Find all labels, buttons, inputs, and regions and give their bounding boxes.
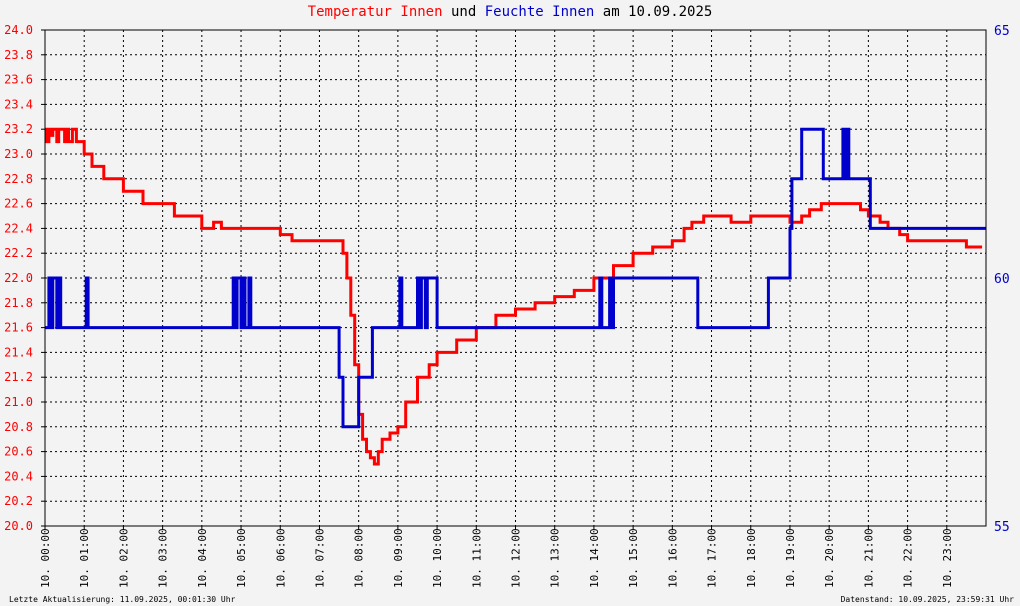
y-axis-left: 20.0 20.2 20.4 20.6 20.8 21.0 21.2 21.4 21.6 21.8… (4, 23, 45, 533)
x-tick-label: 10. 16:00 (666, 528, 679, 588)
y-left-tick-label: 21.8 (4, 296, 33, 310)
x-tick-label: 10. 19:00 (784, 528, 797, 588)
y-left-tick-label: 22.4 (4, 221, 33, 235)
x-tick-label: 10. 04:00 (196, 528, 209, 588)
y-left-tick-label: 22.6 (4, 197, 33, 211)
x-tick-label: 10. 14:00 (588, 528, 601, 588)
chart-title: Temperatur Innen und Feuchte Innen am 10… (0, 4, 1020, 20)
x-axis: 10. 00:00 10. 01:00 10. 02:00 10. 03:00 10. … (39, 526, 954, 588)
humidity-series-line (45, 127, 986, 429)
x-tick-label: 10. 18:00 (745, 528, 758, 588)
x-tick-label: 10. 02:00 (117, 528, 130, 588)
x-tick-label: 10. 07:00 (313, 528, 326, 588)
y-left-tick-label: 23.8 (4, 48, 33, 62)
x-tick-label: 10. 22:00 (902, 528, 915, 588)
y-right-tick-label: 65 (994, 24, 1010, 39)
x-tick-label: 10. 09:00 (392, 528, 405, 588)
y-left-tick-label: 21.0 (4, 395, 33, 409)
x-tick-label: 10. 11:00 (470, 528, 483, 588)
grid-lines (44, 29, 986, 527)
x-tick-label: 10. 15:00 (627, 528, 640, 588)
y-right-tick-label: 55 (994, 520, 1010, 535)
y-left-tick-label: 20.8 (4, 420, 33, 434)
x-tick-label: 10. 01:00 (78, 528, 91, 588)
series-layer (45, 127, 986, 466)
x-tick-label: 10. 17:00 (706, 528, 719, 588)
y-left-tick-label: 22.0 (4, 271, 33, 285)
title-temperature-location: Innen (400, 4, 443, 20)
x-tick-label: 10. 13:00 (549, 528, 562, 588)
y-left-tick-label: 20.6 (4, 445, 33, 459)
title-conjunction: und (450, 4, 477, 20)
y-left-tick-label: 22.2 (4, 246, 33, 260)
y-left-tick-label: 23.0 (4, 147, 33, 161)
y-left-tick-label: 21.4 (4, 345, 33, 359)
y-left-tick-label: 22.8 (4, 172, 33, 186)
x-tick-label: 10. 20:00 (823, 528, 836, 588)
y-left-tick-label: 20.4 (4, 469, 33, 483)
x-tick-label: 10. 00:00 (39, 528, 52, 588)
data-status-text: Datenstand: 10.09.2025, 23:59:31 Uhr (840, 595, 1014, 604)
y-left-tick-label: 23.4 (4, 97, 33, 111)
y-left-tick-label: 23.6 (4, 73, 33, 87)
x-tick-label: 10. 10:00 (431, 528, 444, 588)
y-left-tick-label: 24.0 (4, 23, 33, 37)
title-humidity: Feuchte (484, 4, 544, 20)
x-tick-label: 10. 23:00 (941, 528, 954, 588)
y-left-tick-label: 20.2 (4, 494, 33, 508)
x-tick-label: 10. 03:00 (157, 528, 170, 588)
x-tick-label: 10. 08:00 (353, 528, 366, 588)
y-left-tick-label: 20.0 (4, 519, 33, 533)
x-tick-label: 10. 06:00 (274, 528, 287, 588)
x-tick-label: 10. 12:00 (510, 528, 523, 588)
x-tick-label: 10. 05:00 (235, 528, 248, 588)
y-right-tick-label: 60 (994, 272, 1010, 287)
y-left-tick-label: 21.2 (4, 370, 33, 384)
title-date: am 10.09.2025 (602, 4, 713, 20)
y-left-tick-label: 21.6 (4, 321, 33, 335)
temperature-series-line (45, 127, 983, 466)
title-temperature: Temperatur (307, 4, 392, 20)
last-update-text: Letzte Aktualisierung: 11.09.2025, 00:01… (9, 595, 236, 604)
title-humidity-location: Innen (552, 4, 595, 20)
x-tick-label: 10. 21:00 (862, 528, 875, 588)
y-axis-right: 55 60 65 (994, 24, 1010, 535)
y-left-tick-label: 23.2 (4, 122, 33, 136)
